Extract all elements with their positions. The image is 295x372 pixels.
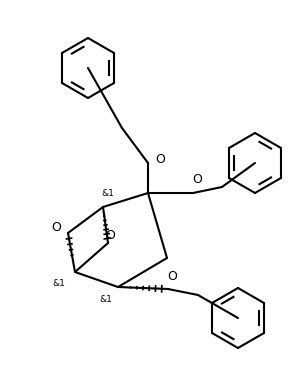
Text: &1: &1	[99, 295, 112, 305]
Text: O: O	[167, 269, 177, 282]
Text: &1: &1	[53, 279, 65, 289]
Text: &1: &1	[101, 189, 114, 198]
Text: O: O	[155, 153, 165, 166]
Text: O: O	[192, 173, 202, 186]
Text: O: O	[105, 228, 115, 241]
Text: O: O	[51, 221, 61, 234]
